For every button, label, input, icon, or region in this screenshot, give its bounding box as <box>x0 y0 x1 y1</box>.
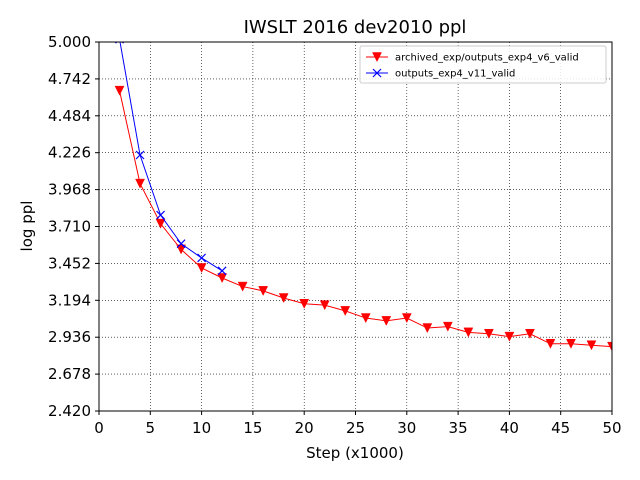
y-tick-label: 3.452 <box>48 254 91 272</box>
data-point <box>586 340 597 351</box>
data-point <box>156 210 165 220</box>
x-tick-label: 15 <box>243 419 262 437</box>
data-point <box>114 85 125 96</box>
series-line <box>119 90 612 348</box>
y-tick-label: 5.000 <box>48 33 91 51</box>
data-point <box>401 313 412 324</box>
x-tick-label: 10 <box>192 419 211 437</box>
data-point <box>237 281 248 292</box>
data-point <box>135 150 145 160</box>
x-tick-label: 45 <box>551 419 570 437</box>
legend-item: archived_exp/outputs_exp4_v6_valid <box>366 52 579 64</box>
data-point <box>545 339 556 349</box>
data-point <box>155 218 166 229</box>
data-point <box>566 339 576 349</box>
y-tick-label: 3.968 <box>48 181 91 199</box>
data-point <box>442 321 453 332</box>
plot-area <box>114 42 612 352</box>
data-point <box>196 263 207 274</box>
x-tick-label: 0 <box>94 419 104 437</box>
data-point <box>135 178 145 189</box>
y-axis-title: log ppl <box>18 201 36 252</box>
y-tick-label: 4.742 <box>48 70 91 88</box>
legend-label: archived_exp/outputs_exp4_v6_valid <box>395 53 579 64</box>
grid <box>98 41 613 412</box>
data-point <box>360 313 371 324</box>
data-point <box>217 266 227 276</box>
plot-frame <box>98 41 613 412</box>
data-point <box>176 244 186 255</box>
chart-title: IWSLT 2016 dev2010 ppl <box>244 17 467 38</box>
y-tick-label: 3.710 <box>48 218 91 236</box>
y-tick-label: 3.194 <box>48 291 91 309</box>
legend: archived_exp/outputs_exp4_v6_validoutput… <box>359 45 607 84</box>
data-point <box>463 327 474 338</box>
data-point <box>197 253 207 263</box>
y-axis: 2.420 2.678 2.936 3.194 3.452 3.710 3.968 4.226… <box>48 33 99 420</box>
data-point <box>381 316 392 326</box>
legend-marker <box>372 68 382 78</box>
y-tick-label: 2.420 <box>48 402 91 420</box>
x-tick-label: 25 <box>346 419 365 437</box>
x-tick-label: 20 <box>295 419 314 437</box>
x-tick-label: 40 <box>500 419 519 437</box>
series-line <box>119 42 223 272</box>
x-tick-label: 30 <box>397 419 416 437</box>
y-tick-label: 2.678 <box>48 365 91 383</box>
data-point <box>422 323 433 334</box>
data-point <box>217 273 228 284</box>
legend-item: outputs_exp4_v11_valid <box>366 69 515 80</box>
data-point <box>258 286 269 296</box>
data-point <box>299 298 310 309</box>
legend-label: outputs_exp4_v11_valid <box>395 69 515 80</box>
data-point <box>525 329 535 339</box>
data-point <box>340 306 351 316</box>
data-point <box>319 300 330 311</box>
y-tick-label: 2.936 <box>48 328 91 346</box>
data-point <box>176 239 186 249</box>
series-1 <box>114 85 612 352</box>
y-tick-label: 4.226 <box>48 144 91 162</box>
data-point <box>278 293 289 304</box>
y-tick-label: 4.484 <box>48 107 91 125</box>
x-tick-label: 5 <box>146 419 156 437</box>
x-axis-title: Step (x1000) <box>306 444 404 462</box>
x-axis: 0 5 10 15 20 25 30 35 40 45 50 <box>94 411 622 437</box>
legend-marker <box>372 52 382 63</box>
data-point <box>483 329 494 339</box>
x-tick-label: 35 <box>449 419 468 437</box>
series-2 <box>115 42 227 276</box>
data-point <box>504 331 515 342</box>
data-point <box>607 341 612 352</box>
x-tick-label: 50 <box>602 419 621 437</box>
legend-box <box>359 45 607 84</box>
